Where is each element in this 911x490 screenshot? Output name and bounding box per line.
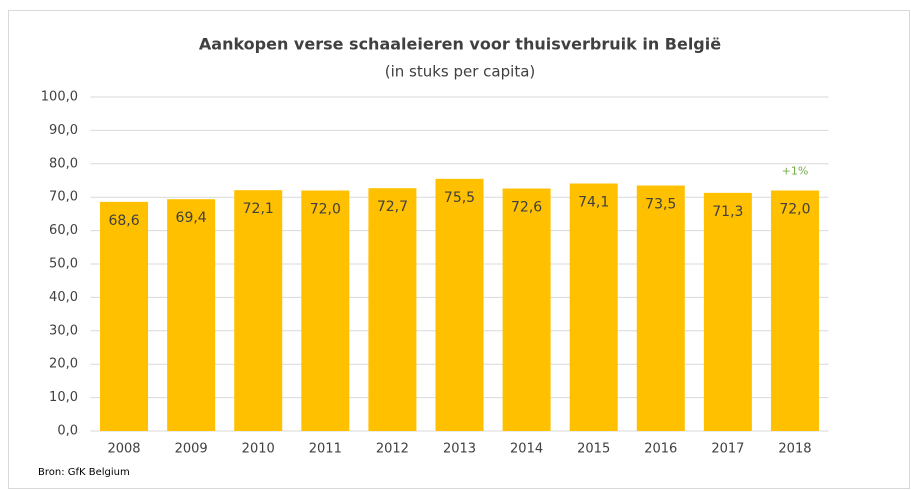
value-label: 74,1 [578, 195, 609, 211]
x-tick-label: 2018 [778, 442, 811, 457]
bar [368, 188, 417, 431]
bar [703, 192, 752, 431]
x-tick-label: 2016 [644, 442, 677, 457]
y-tick-label: 90,0 [49, 123, 78, 138]
x-tick-label: 2014 [510, 442, 543, 457]
bar [100, 201, 149, 431]
y-tick-label: 50,0 [49, 257, 78, 272]
bar [167, 199, 216, 431]
annotation: +1% [782, 165, 809, 178]
y-tick-label: 60,0 [49, 223, 78, 238]
value-label: 72,6 [511, 200, 542, 216]
value-label: 75,5 [444, 190, 475, 206]
value-label: 72,0 [310, 202, 341, 218]
chart-subtitle: (in stuks per capita) [385, 63, 536, 81]
y-tick-label: 40,0 [49, 290, 78, 305]
y-tick-label: 80,0 [49, 156, 78, 171]
x-tick-label: 2009 [175, 442, 208, 457]
x-tick-label: 2010 [242, 442, 275, 457]
y-tick-label: 70,0 [49, 190, 78, 205]
chart-title: Aankopen verse schaaleieren voor thuisve… [199, 35, 721, 54]
value-label: 68,6 [108, 213, 139, 229]
bar [234, 190, 283, 431]
bar [502, 188, 551, 431]
y-tick-label: 30,0 [49, 323, 78, 338]
y-tick-label: 0,0 [57, 424, 78, 439]
bar [770, 190, 819, 431]
value-label: 73,5 [645, 197, 676, 213]
x-tick-label: 2012 [376, 442, 409, 457]
value-label: 72,1 [243, 201, 274, 217]
x-tick-label: 2017 [711, 442, 744, 457]
value-label: 72,0 [779, 202, 810, 218]
value-label: 71,3 [712, 204, 743, 220]
bar [636, 185, 685, 431]
y-tick-label: 20,0 [49, 357, 78, 372]
value-label: 69,4 [176, 210, 207, 226]
value-label: 72,7 [377, 199, 408, 215]
source: Bron: GfK Belgium [38, 467, 130, 478]
y-tick-label: 10,0 [49, 390, 78, 405]
x-tick-label: 2015 [577, 442, 610, 457]
bar [301, 190, 350, 431]
bar [569, 183, 618, 431]
x-tick-label: 2013 [443, 442, 476, 457]
x-tick-label: 2011 [309, 442, 342, 457]
y-tick-label: 100,0 [41, 90, 78, 105]
x-tick-label: 2008 [107, 442, 140, 457]
bar [435, 178, 484, 431]
